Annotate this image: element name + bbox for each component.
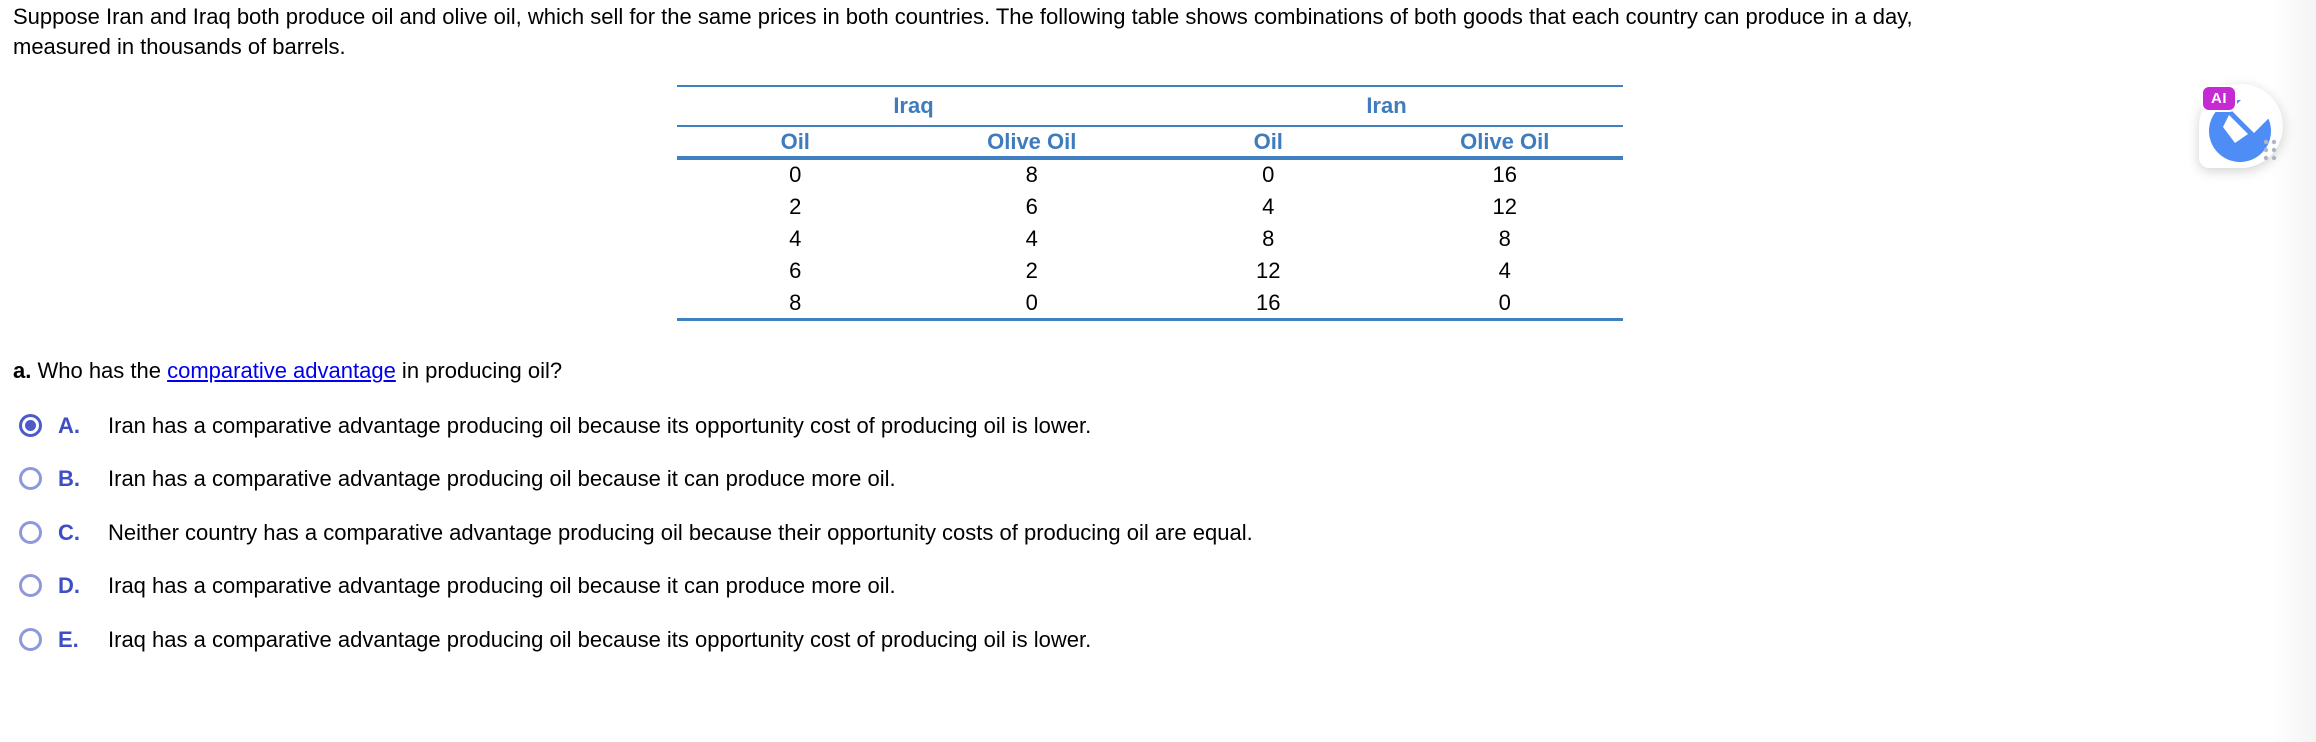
country-header-iran: Iran bbox=[1150, 86, 1623, 127]
option-letter-d: D. bbox=[58, 572, 80, 598]
option-row-a[interactable]: A. Iran has a comparative advantage prod… bbox=[19, 412, 1091, 439]
col-header-iraq-oil: Oil bbox=[677, 126, 914, 160]
radio-button-c[interactable] bbox=[19, 521, 42, 544]
intro-text: Suppose Iran and Iraq both produce oil a… bbox=[13, 2, 1913, 62]
table-cell: 2 bbox=[789, 193, 802, 219]
table-cell: 0 bbox=[789, 162, 802, 188]
table-row: 0 8 0 16 bbox=[677, 158, 1623, 190]
table-row: 8 0 16 0 bbox=[677, 288, 1623, 320]
table-cell: 8 bbox=[1262, 225, 1275, 251]
col-header-iran-oil: Oil bbox=[1150, 126, 1387, 160]
table-cell: 4 bbox=[789, 225, 802, 251]
question-prefix: Who has the bbox=[31, 358, 168, 383]
radio-button-d[interactable] bbox=[19, 574, 42, 597]
option-text-b: Iran has a comparative advantage produci… bbox=[108, 465, 896, 491]
option-row-c[interactable]: C. Neither country has a comparative adv… bbox=[19, 519, 1253, 546]
table-row: 6 2 12 4 bbox=[677, 255, 1623, 287]
option-letter-e: E. bbox=[58, 626, 79, 652]
table-cell: 16 bbox=[1492, 162, 1517, 188]
marker-pen-icon bbox=[2209, 92, 2277, 162]
question-suffix: in producing oil? bbox=[395, 358, 563, 383]
col-header-iraq-olive-oil: Olive Oil bbox=[913, 126, 1150, 160]
table-cell: 0 bbox=[1025, 290, 1038, 315]
option-letter-c: C. bbox=[58, 519, 80, 545]
table-cell: 6 bbox=[1025, 193, 1038, 219]
table-cell: 4 bbox=[1498, 258, 1511, 284]
intro-line-2: measured in thousands of barrels. bbox=[13, 34, 346, 59]
question-part-label: a. bbox=[13, 358, 32, 383]
table-cell: 12 bbox=[1492, 193, 1517, 219]
table-cell: 0 bbox=[1262, 162, 1275, 188]
table-cell: 4 bbox=[1262, 193, 1275, 219]
table-cell: 8 bbox=[789, 290, 802, 315]
option-letter-b: B. bbox=[58, 465, 80, 491]
intro-line-1: Suppose Iran and Iraq both produce oil a… bbox=[13, 4, 1913, 29]
table-cell: 8 bbox=[1498, 225, 1511, 251]
option-text-d: Iraq has a comparative advantage produci… bbox=[108, 572, 896, 598]
ai-badge: AI bbox=[2201, 85, 2237, 112]
production-table: Iraq Iran Oil Olive Oil Oil Olive Oil 0 … bbox=[677, 85, 1623, 322]
table-cell: 4 bbox=[1025, 225, 1038, 251]
table-cell: 12 bbox=[1256, 258, 1281, 284]
drag-handle-dots[interactable] bbox=[2263, 139, 2277, 161]
country-header-row: Iraq Iran bbox=[677, 86, 1623, 127]
table-cell: 6 bbox=[789, 258, 802, 284]
radio-button-b[interactable] bbox=[19, 467, 42, 490]
option-text-c: Neither country has a comparative advant… bbox=[108, 519, 1253, 545]
table-cell: 8 bbox=[1025, 162, 1038, 188]
option-letter-a: A. bbox=[58, 412, 80, 438]
question-a: a. Who has the comparative advantage in … bbox=[13, 358, 562, 384]
comparative-advantage-link[interactable]: comparative advantage bbox=[167, 358, 396, 383]
radio-button-a[interactable] bbox=[19, 414, 42, 437]
table-row: 2 6 4 12 bbox=[677, 190, 1623, 222]
table-cell: 2 bbox=[1025, 258, 1038, 284]
column-header-row: Oil Olive Oil Oil Olive Oil bbox=[677, 126, 1623, 160]
radio-button-e[interactable] bbox=[19, 628, 42, 651]
ai-assistant-widget[interactable]: AI bbox=[2199, 84, 2283, 168]
table-row: 4 4 8 8 bbox=[677, 223, 1623, 255]
table-cell: 16 bbox=[1256, 290, 1281, 315]
country-header-iraq: Iraq bbox=[677, 86, 1150, 127]
option-row-b[interactable]: B. Iran has a comparative advantage prod… bbox=[19, 465, 896, 492]
option-row-d[interactable]: D. Iraq has a comparative advantage prod… bbox=[19, 572, 896, 599]
option-row-e[interactable]: E. Iraq has a comparative advantage prod… bbox=[19, 626, 1091, 653]
option-text-e: Iraq has a comparative advantage produci… bbox=[108, 626, 1092, 652]
col-header-iran-olive-oil: Olive Oil bbox=[1386, 126, 1623, 160]
option-text-a: Iran has a comparative advantage produci… bbox=[108, 412, 1092, 438]
table-cell: 0 bbox=[1498, 290, 1511, 315]
